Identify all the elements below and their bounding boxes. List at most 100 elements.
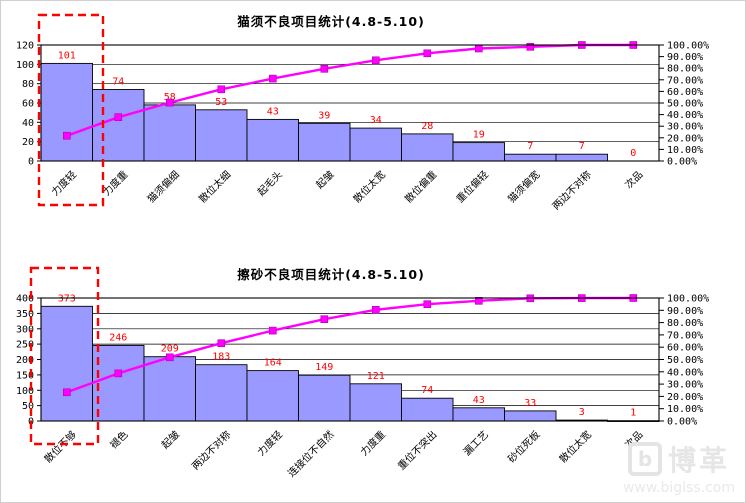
y2-axis-tick-label: 50.00% xyxy=(667,99,703,110)
highlight-box xyxy=(29,266,100,446)
bar-value-label: 149 xyxy=(315,362,333,373)
x-axis-label: 连接位不自然 xyxy=(285,428,337,480)
bar-value-label: 34 xyxy=(370,115,382,126)
x-axis-label: 力度轻 xyxy=(255,428,285,458)
bar-value-label: 7 xyxy=(527,141,533,152)
bar-value-label: 7 xyxy=(579,141,585,152)
y-axis-tick-label: 350 xyxy=(16,309,34,320)
y-axis-tick-label: 40 xyxy=(22,118,34,129)
y2-axis-tick-label: 70.00% xyxy=(667,330,703,341)
x-axis-label: 起皱 xyxy=(159,428,182,451)
cumulative-marker xyxy=(474,44,483,53)
pareto-bar xyxy=(40,62,93,162)
y-axis-tick-label: 250 xyxy=(16,340,34,351)
pareto-bar xyxy=(246,370,299,422)
bar-value-label: 19 xyxy=(473,130,485,141)
cumulative-marker xyxy=(166,353,174,362)
bar-value-label: 58 xyxy=(164,92,176,103)
cumulative-marker xyxy=(526,42,535,51)
y2-axis-tick-label: 10.00% xyxy=(667,145,703,156)
cumulative-marker xyxy=(166,98,174,107)
cumulative-marker xyxy=(268,326,277,335)
pareto-bar xyxy=(452,407,505,422)
cumulative-marker xyxy=(423,49,432,58)
cumulative-marker xyxy=(62,131,71,140)
y-axis-tick-label: 200 xyxy=(16,355,34,366)
pareto-bar xyxy=(298,374,351,422)
x-axis-label: 散位太细 xyxy=(196,168,233,205)
whiskers-chart-title: 猫须不良项目统计(4.8-5.10) xyxy=(237,14,425,29)
cumulative-marker xyxy=(114,369,123,378)
pareto-bar xyxy=(143,356,196,422)
bar-value-label: 101 xyxy=(58,50,76,61)
pareto-bar xyxy=(452,142,505,162)
x-axis-label: 起毛头 xyxy=(255,169,285,199)
y2-axis-tick-label: 30.00% xyxy=(667,380,703,391)
cumulative-marker xyxy=(320,65,329,73)
pareto-bar xyxy=(92,344,145,422)
plot-border xyxy=(40,297,660,422)
y-axis-tick-label: 400 xyxy=(16,294,34,305)
pareto-bar xyxy=(195,364,248,422)
bar-value-label: 74 xyxy=(421,385,433,396)
pareto-bar xyxy=(349,127,402,162)
x-axis-label: 猫须偏细 xyxy=(144,168,181,205)
bar-value-label: 74 xyxy=(112,77,124,88)
bar-value-label: 43 xyxy=(473,395,485,406)
y2-axis-tick-label: 90.00% xyxy=(667,52,703,63)
x-axis-label: 散位太宽 xyxy=(556,428,593,465)
x-axis-label: 力度重 xyxy=(100,168,130,198)
cumulative-marker xyxy=(423,300,432,309)
y-axis-tick-label: 150 xyxy=(16,370,34,381)
y2-axis-tick-label: 100.00% xyxy=(667,294,709,305)
cumulative-line xyxy=(66,43,634,137)
bar-value-label: 373 xyxy=(58,293,76,304)
x-axis-label: 褪色 xyxy=(107,428,130,451)
y-axis-tick-label: 100 xyxy=(16,386,34,397)
x-axis-label: 散位偏重 xyxy=(402,168,439,205)
x-axis-label: 次品 xyxy=(622,168,645,191)
cumulative-marker xyxy=(217,339,226,347)
y-axis-tick-label: 300 xyxy=(16,324,34,335)
x-axis-label: 漏工艺 xyxy=(461,429,491,459)
y2-axis-tick-label: 30.00% xyxy=(667,122,703,133)
highlight-box xyxy=(37,13,105,207)
pareto-bar xyxy=(143,104,196,162)
x-axis-label: 两边不对称 xyxy=(189,428,234,473)
plot-border xyxy=(40,44,660,162)
sanding-chart-title: 擦砂不良项目统计(4.8-5.10) xyxy=(237,267,425,282)
pareto-bar xyxy=(246,118,299,162)
pareto-bar xyxy=(298,122,351,162)
pareto-bar xyxy=(92,89,145,162)
y2-axis-tick-label: 50.00% xyxy=(667,355,703,366)
y-axis-tick-label: 120 xyxy=(16,41,34,52)
y2-axis-tick-label: 20.00% xyxy=(667,133,703,144)
bar-value-label: 246 xyxy=(109,332,127,343)
x-axis-label: 散位太宽 xyxy=(350,168,387,205)
bar-value-label: 1 xyxy=(630,408,636,419)
bar-value-label: 33 xyxy=(524,398,536,409)
y-axis-tick-label: 80 xyxy=(22,79,34,90)
cumulative-marker xyxy=(268,74,277,83)
y2-axis-tick-label: 10.00% xyxy=(667,404,703,415)
y-axis-tick-label: 20 xyxy=(22,137,34,148)
pareto-bar xyxy=(401,133,454,162)
bar-value-label: 209 xyxy=(161,344,179,355)
pareto-bar xyxy=(401,397,454,422)
cumulative-marker xyxy=(474,296,483,305)
y2-axis-tick-label: 60.00% xyxy=(667,87,703,98)
cumulative-marker xyxy=(62,388,71,397)
bar-value-label: 39 xyxy=(318,110,330,121)
bar-value-label: 53 xyxy=(215,97,227,108)
y-axis-tick-label: 100 xyxy=(16,60,34,71)
y-axis-tick-label: 0 xyxy=(28,157,34,168)
y2-axis-tick-label: 40.00% xyxy=(667,367,703,378)
pareto-bar xyxy=(40,305,93,422)
bar-value-label: 0 xyxy=(630,148,636,159)
y2-axis-tick-label: 60.00% xyxy=(667,343,703,354)
bar-value-label: 121 xyxy=(367,371,385,382)
y2-axis-tick-label: 80.00% xyxy=(667,318,703,329)
x-axis-label: 次品 xyxy=(622,428,645,451)
